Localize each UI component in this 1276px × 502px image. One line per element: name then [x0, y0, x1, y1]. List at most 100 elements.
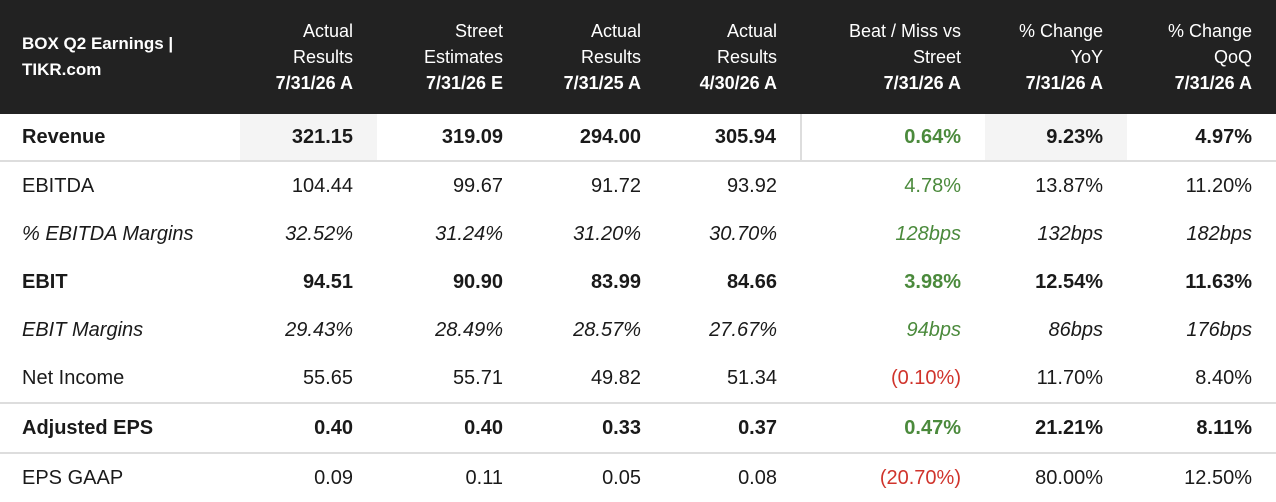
- col-header-line: Beat / Miss vs: [848, 21, 961, 41]
- cell-value: 8.40%: [1195, 366, 1252, 389]
- col-header-line: Actual: [302, 21, 353, 41]
- title-line-2: TIKR.com: [22, 60, 102, 79]
- cell-value: 0.05: [527, 452, 665, 502]
- cell-beat-miss: (0.10%): [890, 366, 961, 389]
- cell-value: 86bps: [1048, 318, 1104, 341]
- cell-value: 31.24%: [435, 222, 503, 245]
- col-header-line: YoY: [1070, 47, 1103, 67]
- cell-beat-miss: 4.78%: [801, 160, 985, 210]
- cell-value: 104.44: [240, 160, 377, 210]
- cell-value: 27.67%: [709, 318, 777, 341]
- row-label: % EBITDA Margins: [22, 222, 194, 245]
- table-row-eps-gaap: EPS GAAP 0.09 0.11 0.05 0.08 (20.70%) 80…: [0, 452, 1276, 502]
- cell-beat-miss: 0.64%: [904, 125, 961, 148]
- cell-value: 30.70%: [709, 222, 777, 245]
- col-header-line: QoQ: [1213, 47, 1252, 67]
- cell-value: 55.71: [452, 366, 503, 389]
- cell-value: 91.72: [527, 160, 665, 210]
- table-row-net-income: Net Income 55.65 55.71 49.82 51.34 (0.10…: [0, 354, 1276, 403]
- cell-value: 319.09: [441, 125, 503, 148]
- row-label: EBIT: [22, 270, 68, 293]
- col-header-actual-q2-25: Actual Results 7/31/25 A: [527, 0, 665, 114]
- cell-value: 29.43%: [285, 318, 353, 341]
- cell-value: 11.63%: [1185, 270, 1252, 293]
- cell-value: 8.11%: [1127, 402, 1276, 453]
- cell-value: 28.49%: [435, 318, 503, 341]
- cell-value: 93.92: [665, 160, 801, 210]
- cell-value: 0.11: [377, 452, 527, 502]
- cell-value: 99.67: [377, 160, 527, 210]
- col-header-date: 4/30/26 A: [699, 73, 777, 93]
- cell-value: 55.65: [302, 366, 353, 389]
- cell-value: 49.82: [590, 366, 641, 389]
- cell-value: 80.00%: [985, 452, 1127, 502]
- col-header-actual-q1-26: Actual Results 4/30/26 A: [665, 0, 801, 114]
- cell-value: 28.57%: [573, 318, 641, 341]
- col-header-date: 7/31/26 A: [275, 73, 353, 93]
- col-header-line: Results: [716, 47, 777, 67]
- cell-value: 83.99: [590, 270, 641, 293]
- cell-value: 294.00: [579, 125, 641, 148]
- col-header-line: Actual: [726, 21, 777, 41]
- cell-value: 132bps: [1037, 222, 1103, 245]
- cell-value: 182bps: [1186, 222, 1252, 245]
- cell-value: 9.23%: [985, 114, 1127, 161]
- cell-beat-miss: (20.70%): [801, 452, 985, 502]
- header-row: BOX Q2 Earnings | TIKR.com Actual Result…: [0, 0, 1276, 114]
- cell-beat-miss: 3.98%: [904, 270, 961, 293]
- col-header-date: 7/31/26 A: [1025, 73, 1103, 93]
- col-header-line: Street: [454, 21, 503, 41]
- title-line-1: BOX Q2 Earnings |: [22, 34, 174, 53]
- col-header-line: Street: [912, 47, 961, 67]
- cell-value: 12.54%: [1035, 270, 1103, 293]
- cell-value: 0.37: [665, 402, 801, 453]
- col-header-line: Results: [292, 47, 353, 67]
- col-header-line: Actual: [590, 21, 641, 41]
- col-header-date: 7/31/25 A: [563, 73, 641, 93]
- table-title: BOX Q2 Earnings | TIKR.com: [0, 0, 240, 114]
- table-row-ebit: EBIT 94.51 90.90 83.99 84.66 3.98% 12.54…: [0, 258, 1276, 306]
- row-label: EBIT Margins: [22, 318, 144, 341]
- table-row-revenue: Revenue 321.15 319.09 294.00 305.94 0.64…: [0, 114, 1276, 161]
- row-label: Adjusted EPS: [0, 402, 240, 453]
- table-row-adjusted-eps: Adjusted EPS 0.40 0.40 0.33 0.37 0.47% 2…: [0, 402, 1276, 453]
- cell-value: 11.20%: [1127, 160, 1276, 210]
- table-row-ebitda-margins: % EBITDA Margins 32.52% 31.24% 31.20% 30…: [0, 210, 1276, 258]
- col-header-date: 7/31/26 A: [1174, 73, 1252, 93]
- cell-value: 0.40: [377, 402, 527, 453]
- cell-value: 0.08: [665, 452, 801, 502]
- cell-value: 12.50%: [1127, 452, 1276, 502]
- col-header-date: 7/31/26 A: [883, 73, 961, 93]
- table-row-ebit-margins: EBIT Margins 29.43% 28.49% 28.57% 27.67%…: [0, 306, 1276, 354]
- row-label: EBITDA: [0, 160, 240, 210]
- col-header-street-estimates: Street Estimates 7/31/26 E: [377, 0, 527, 114]
- cell-value: 13.87%: [985, 160, 1127, 210]
- col-header-beat-miss: Beat / Miss vs Street 7/31/26 A: [801, 0, 985, 114]
- row-label: Net Income: [22, 366, 125, 389]
- cell-value: 51.34: [726, 366, 777, 389]
- cell-value: 4.97%: [1195, 125, 1252, 148]
- table-row-ebitda: EBITDA 104.44 99.67 91.72 93.92 4.78% 13…: [0, 160, 1276, 210]
- cell-value: 31.20%: [573, 222, 641, 245]
- cell-value: 90.90: [452, 270, 503, 293]
- cell-beat-miss: 0.47%: [801, 402, 985, 453]
- row-label: EPS GAAP: [0, 452, 240, 502]
- cell-value: 305.94: [665, 114, 802, 161]
- col-header-line: Estimates: [423, 47, 503, 67]
- col-header-line: % Change: [1167, 21, 1252, 41]
- cell-value: 176bps: [1186, 318, 1252, 341]
- col-header-date: 7/31/26 E: [425, 73, 503, 93]
- cell-value: 0.33: [527, 402, 665, 453]
- col-header-line: % Change: [1018, 21, 1103, 41]
- cell-beat-miss: 128bps: [895, 222, 961, 245]
- cell-value: 84.66: [726, 270, 777, 293]
- col-header-change-qoq: % Change QoQ 7/31/26 A: [1127, 0, 1276, 114]
- row-label: Revenue: [22, 125, 106, 148]
- cell-value: 321.15: [240, 114, 377, 161]
- cell-beat-miss: 94bps: [906, 318, 962, 341]
- cell-value: 0.40: [240, 402, 377, 453]
- cell-value: 21.21%: [985, 402, 1127, 453]
- col-header-actual-q2-26: Actual Results 7/31/26 A: [240, 0, 377, 114]
- cell-value: 0.09: [240, 452, 377, 502]
